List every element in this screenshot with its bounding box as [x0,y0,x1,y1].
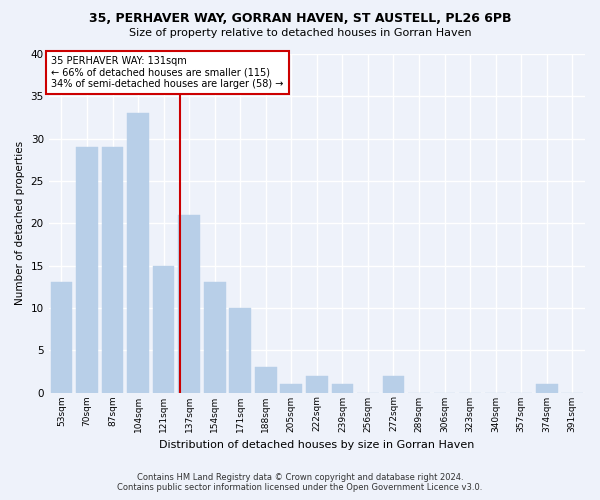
Text: Contains HM Land Registry data © Crown copyright and database right 2024.
Contai: Contains HM Land Registry data © Crown c… [118,473,482,492]
Bar [229,308,251,392]
Bar [127,113,149,392]
Text: 35, PERHAVER WAY, GORRAN HAVEN, ST AUSTELL, PL26 6PB: 35, PERHAVER WAY, GORRAN HAVEN, ST AUSTE… [89,12,511,26]
X-axis label: Distribution of detached houses by size in Gorran Haven: Distribution of detached houses by size … [159,440,475,450]
Text: Size of property relative to detached houses in Gorran Haven: Size of property relative to detached ho… [128,28,472,38]
Bar [306,376,328,392]
Bar [76,147,98,392]
Bar [536,384,557,392]
Bar [332,384,353,392]
Bar [178,215,200,392]
Bar [280,384,302,392]
Bar [101,147,124,392]
Y-axis label: Number of detached properties: Number of detached properties [15,141,25,306]
Bar [153,266,175,392]
Bar [383,376,404,392]
Bar [204,282,226,393]
Bar [255,367,277,392]
Bar [50,282,72,393]
Text: 35 PERHAVER WAY: 131sqm
← 66% of detached houses are smaller (115)
34% of semi-d: 35 PERHAVER WAY: 131sqm ← 66% of detache… [52,56,284,89]
